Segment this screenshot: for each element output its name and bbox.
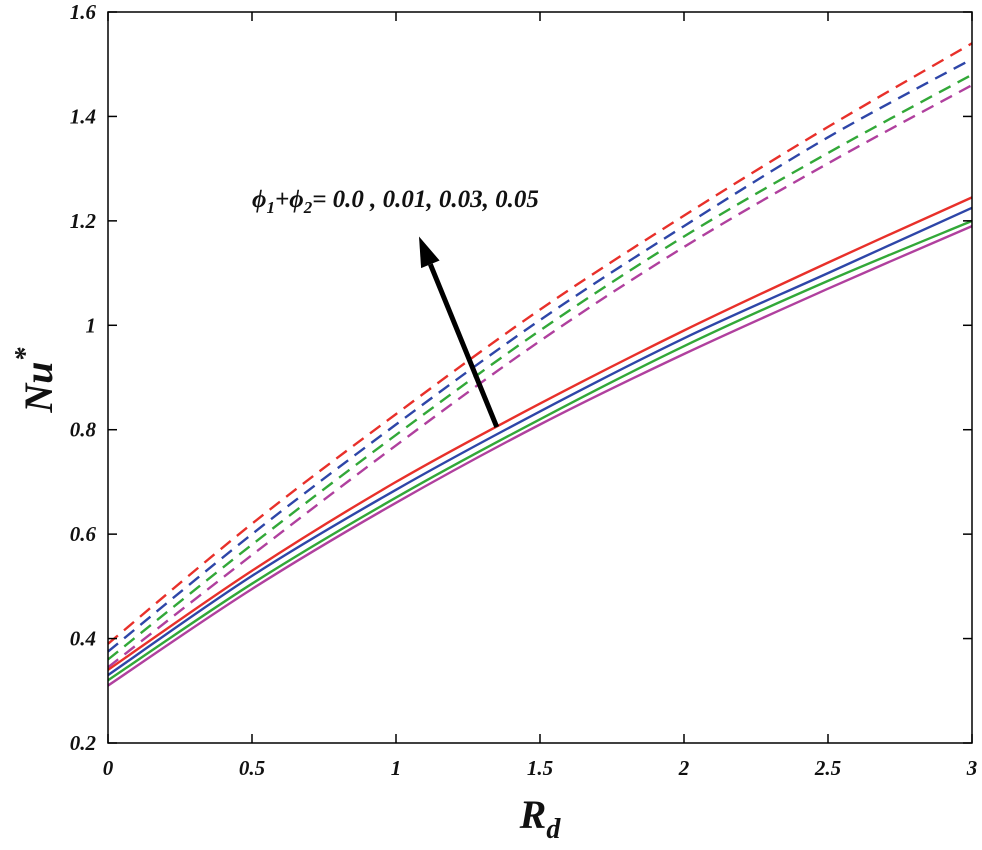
phi-annotation: ϕ1+ϕ2= 0.0 , 0.01, 0.03, 0.05 bbox=[252, 186, 539, 217]
x-axis-title: Rd bbox=[519, 792, 562, 845]
x-tick-label-6: 3 bbox=[966, 756, 978, 780]
series-line-solid-green bbox=[107, 219, 973, 682]
series-line-dashed-red bbox=[107, 42, 973, 645]
phi-plus: + bbox=[275, 186, 289, 213]
y-axis-title: Nu* bbox=[10, 346, 61, 413]
phi-symbol-1: ϕ bbox=[252, 186, 266, 213]
annotation-arrow-head bbox=[419, 236, 440, 269]
series-line-solid-magenta bbox=[107, 224, 973, 687]
tick-layer: 0 0.5 1 1.5 2 2.5 3 0.2 0.4 0.6 0.8 1 1.2 1.4 1.6 bbox=[70, 0, 978, 780]
x-tick-label-1: 0.5 bbox=[239, 756, 265, 780]
series-line-solid-red bbox=[107, 196, 973, 671]
series-layer bbox=[107, 42, 973, 687]
arrow-layer bbox=[419, 236, 500, 429]
series-line-solid-blue bbox=[107, 206, 973, 677]
x-axis-title-main: R bbox=[519, 792, 547, 837]
x-tick-label-4: 2 bbox=[678, 756, 690, 780]
y-tick-label-6: 1.4 bbox=[70, 104, 96, 128]
y-tick-label-1: 0.4 bbox=[70, 627, 96, 651]
x-tick-label-5: 2.5 bbox=[814, 756, 841, 780]
x-tick-label-2: 1 bbox=[391, 756, 402, 780]
x-tick-label-3: 1.5 bbox=[527, 756, 553, 780]
phi-sub-1: 1 bbox=[266, 198, 275, 217]
annotation-arrow-shaft bbox=[428, 263, 500, 429]
phi-values: = 0.0 , 0.01, 0.03, 0.05 bbox=[312, 186, 539, 213]
x-tick-label-0: 0 bbox=[103, 756, 114, 780]
plot-background bbox=[108, 12, 972, 743]
y-axis-title-sup: * bbox=[10, 346, 41, 361]
y-tick-label-7: 1.6 bbox=[70, 0, 97, 24]
y-tick-label-5: 1.2 bbox=[70, 209, 97, 233]
y-tick-label-4: 1 bbox=[86, 313, 97, 337]
y-tick-label-2: 0.6 bbox=[70, 522, 97, 546]
y-tick-label-0: 0.2 bbox=[70, 731, 97, 755]
y-axis-title-main: Nu bbox=[16, 361, 61, 413]
x-axis-title-sub: d bbox=[546, 814, 561, 845]
series-line-dashed-blue bbox=[107, 57, 973, 653]
y-tick-label-3: 0.8 bbox=[70, 418, 97, 442]
phi-sub-2: 2 bbox=[303, 198, 313, 217]
phi-symbol-2: ϕ bbox=[289, 186, 303, 213]
